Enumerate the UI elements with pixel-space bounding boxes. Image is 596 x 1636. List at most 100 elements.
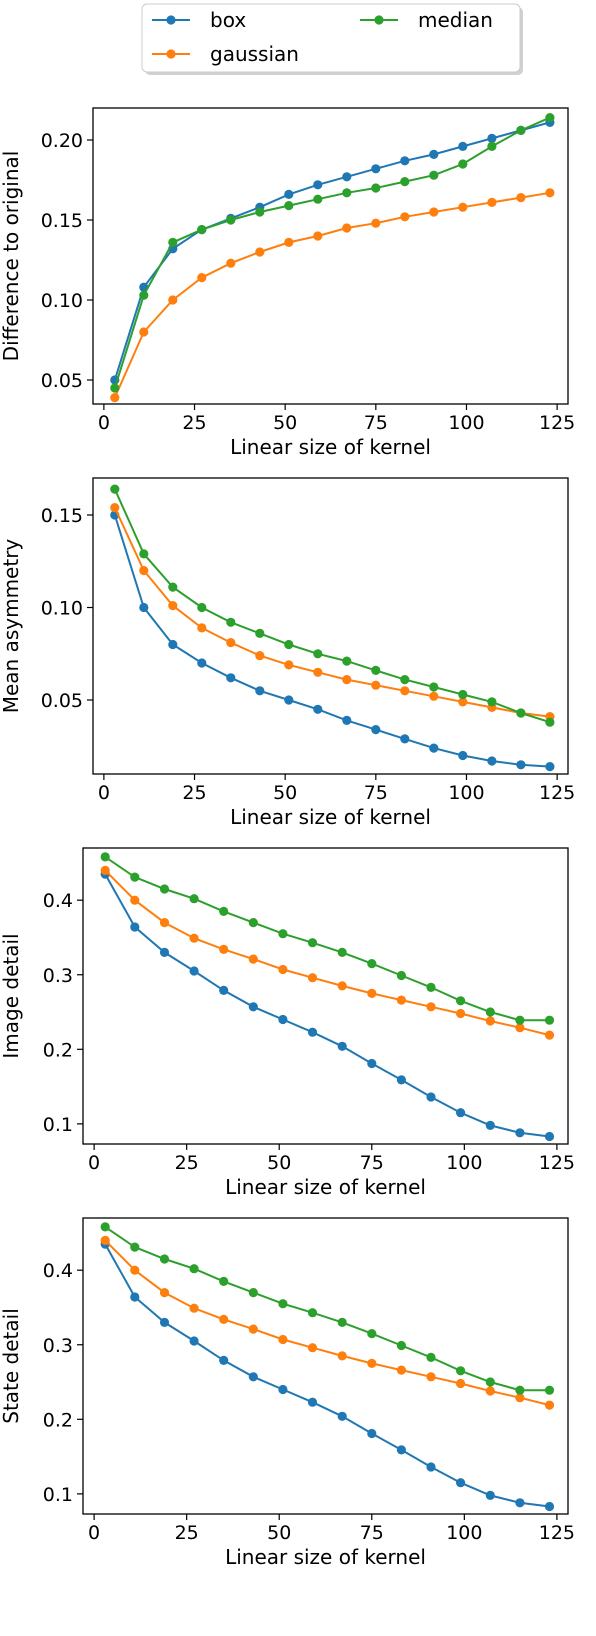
data-point-median xyxy=(168,237,178,247)
data-point-median xyxy=(278,929,288,939)
data-point-median xyxy=(226,215,236,225)
data-point-gaussian xyxy=(458,697,468,707)
chart-panel-4: 0 25 50 75 100 125 0.1 0.2 0.3 0.4 Linear size of … xyxy=(0,1217,575,1569)
data-point-median xyxy=(337,1317,347,1327)
data-point-box xyxy=(337,1411,347,1421)
data-point-gaussian xyxy=(219,1314,229,1324)
data-point-gaussian xyxy=(544,1030,555,1040)
y-tick-label: 0.1 xyxy=(43,1484,73,1506)
data-point-median xyxy=(284,201,294,211)
y-axis-label: Difference to original xyxy=(0,151,23,362)
data-point-gaussian xyxy=(139,565,149,576)
data-point-gaussian xyxy=(159,1288,170,1298)
data-point-gaussian xyxy=(255,247,265,257)
data-point-gaussian xyxy=(544,1400,555,1410)
data-point-box xyxy=(248,1372,258,1382)
data-point-box xyxy=(456,1478,466,1488)
series-line-gaussian xyxy=(104,869,550,1037)
data-point-gaussian xyxy=(485,1386,495,1396)
data-point-gaussian xyxy=(400,212,410,222)
data-point-box xyxy=(197,658,207,668)
data-point-box xyxy=(487,756,497,766)
data-point-median xyxy=(371,665,381,676)
data-point-median xyxy=(342,656,352,666)
data-point-box xyxy=(458,750,468,761)
x-tick-label: 0 xyxy=(98,412,110,434)
data-point-median xyxy=(426,1352,436,1362)
data-point-median xyxy=(219,906,229,917)
data-point-box xyxy=(139,602,149,613)
x-tick-label: 25 xyxy=(175,1152,199,1174)
data-point-box xyxy=(426,1092,436,1102)
data-point-box xyxy=(168,639,178,650)
series-line-median xyxy=(113,488,551,724)
data-point-median xyxy=(487,141,497,151)
x-tick-label: 125 xyxy=(539,1522,575,1544)
data-point-median xyxy=(307,938,318,948)
data-point-median xyxy=(400,675,410,685)
data-point-box xyxy=(284,189,294,199)
data-point-median xyxy=(429,682,439,692)
series-line-gaussian xyxy=(113,507,551,718)
series-line-gaussian xyxy=(104,1239,550,1407)
data-point-gaussian xyxy=(337,1351,347,1361)
data-point-gaussian xyxy=(197,273,207,283)
y-axis-label: Mean asymmetry xyxy=(0,539,23,714)
data-point-box xyxy=(189,1336,199,1346)
legend-label-box: box xyxy=(210,8,246,32)
data-point-median xyxy=(130,1242,140,1252)
data-point-gaussian xyxy=(456,1378,466,1389)
data-point-gaussian xyxy=(130,895,140,905)
y-tick-label: 0.05 xyxy=(41,370,83,392)
data-point-gaussian xyxy=(159,918,170,928)
data-point-gaussian xyxy=(515,1023,525,1033)
x-tick-label: 50 xyxy=(273,782,297,804)
data-point-median xyxy=(313,194,323,204)
y-tick-label: 0.20 xyxy=(41,130,83,152)
data-point-gaussian xyxy=(426,1372,436,1382)
data-point-median xyxy=(456,1366,466,1376)
data-point-gaussian xyxy=(100,865,110,876)
data-point-box xyxy=(248,1002,258,1012)
data-point-box xyxy=(219,985,229,996)
data-point-box xyxy=(367,1058,377,1069)
data-point-gaussian xyxy=(219,944,229,955)
data-point-box xyxy=(485,1490,495,1500)
axes-frame xyxy=(82,847,569,1145)
data-point-gaussian xyxy=(313,667,323,677)
data-point-box xyxy=(219,1355,229,1365)
data-point-gaussian xyxy=(367,1358,377,1368)
data-point-gaussian xyxy=(342,675,352,685)
data-point-gaussian xyxy=(485,1016,495,1026)
data-point-median xyxy=(159,884,170,894)
data-point-median xyxy=(396,1340,406,1351)
data-point-median xyxy=(100,852,110,862)
data-point-median xyxy=(197,602,207,613)
data-point-gaussian xyxy=(110,393,120,403)
data-point-box xyxy=(255,686,265,696)
data-point-median xyxy=(342,188,352,198)
data-point-gaussian xyxy=(429,207,439,217)
data-point-box xyxy=(429,743,439,753)
data-point-median xyxy=(197,225,207,235)
x-axis-label: Linear size of kernel xyxy=(230,435,431,459)
data-point-median xyxy=(139,290,149,300)
data-point-box xyxy=(545,762,555,772)
data-point-gaussian xyxy=(168,601,178,611)
data-point-gaussian xyxy=(278,964,288,975)
data-point-gaussian xyxy=(371,218,381,228)
data-point-box xyxy=(456,1108,466,1118)
data-point-gaussian xyxy=(429,691,439,701)
data-point-median xyxy=(456,996,466,1006)
data-point-median xyxy=(545,113,555,123)
data-point-box xyxy=(130,922,140,932)
y-tick-label: 0.4 xyxy=(43,1260,73,1282)
data-point-box xyxy=(396,1445,406,1455)
x-tick-label: 75 xyxy=(364,782,388,804)
data-point-median xyxy=(248,918,258,928)
series-line-median xyxy=(113,116,551,389)
x-tick-label: 25 xyxy=(182,412,206,434)
data-point-median xyxy=(429,170,439,180)
